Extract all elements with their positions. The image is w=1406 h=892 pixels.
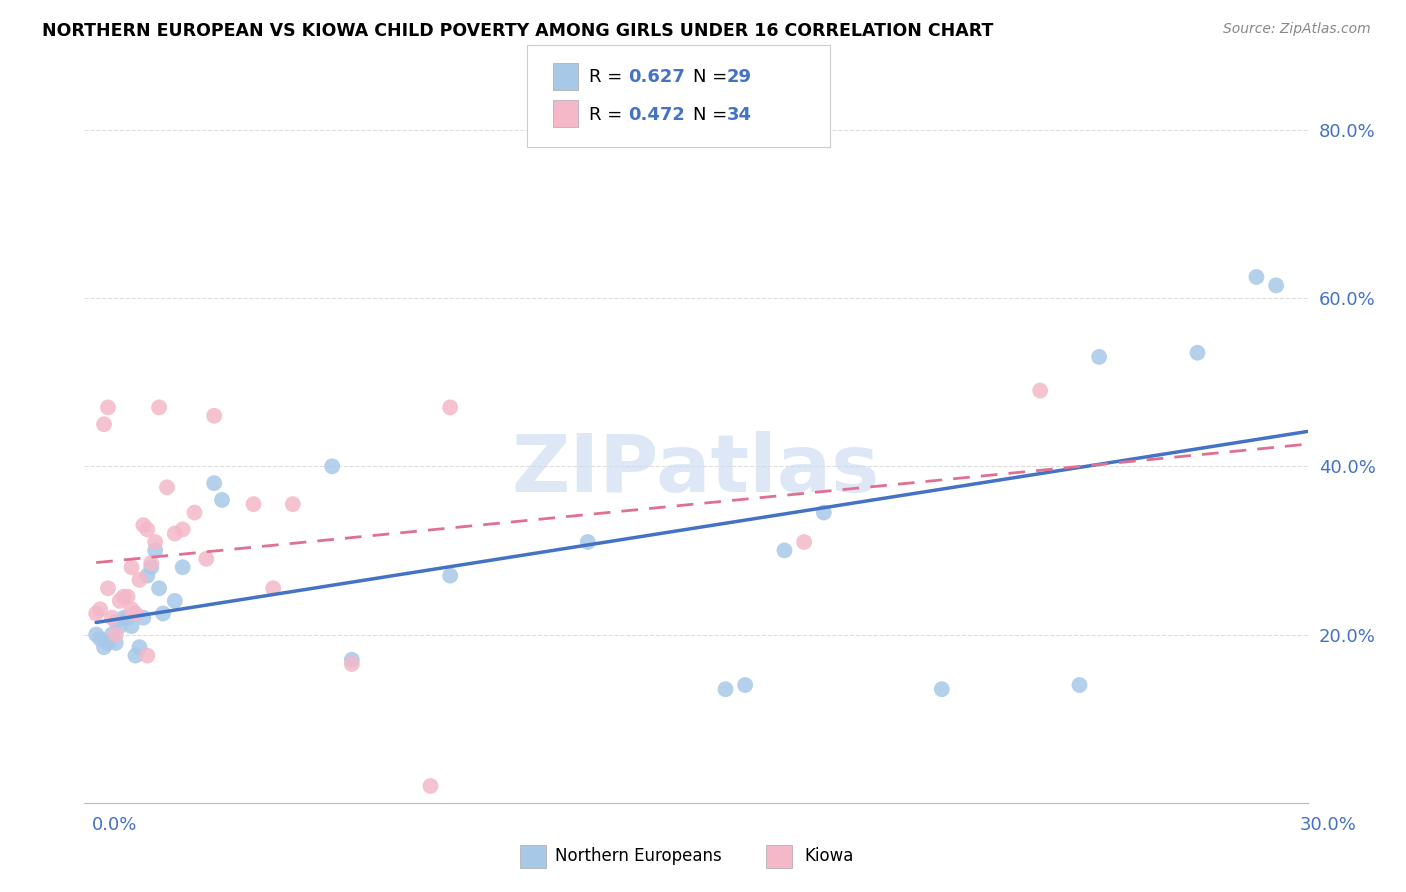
Point xyxy=(242,497,264,511)
Point xyxy=(1029,384,1052,398)
Point xyxy=(132,518,155,533)
Point xyxy=(121,560,143,574)
Point xyxy=(793,535,815,549)
Point xyxy=(211,492,233,507)
Point xyxy=(132,610,155,624)
Point xyxy=(340,657,363,671)
Point xyxy=(128,640,150,655)
Text: R =: R = xyxy=(589,69,628,87)
Point xyxy=(143,543,166,558)
Point xyxy=(340,653,363,667)
Text: 34: 34 xyxy=(727,105,752,123)
Text: ZIPatlas: ZIPatlas xyxy=(512,431,880,508)
Text: 0.0%: 0.0% xyxy=(91,816,136,834)
Point xyxy=(124,648,146,663)
Point xyxy=(172,560,194,574)
Point xyxy=(97,636,120,650)
Point xyxy=(121,619,143,633)
Point xyxy=(202,409,225,423)
Point xyxy=(148,401,170,415)
Point xyxy=(143,535,166,549)
Point xyxy=(141,556,163,570)
Point xyxy=(108,619,131,633)
Point xyxy=(93,640,115,655)
Point xyxy=(101,610,124,624)
Point xyxy=(108,594,131,608)
Point xyxy=(1069,678,1091,692)
Text: NORTHERN EUROPEAN VS KIOWA CHILD POVERTY AMONG GIRLS UNDER 16 CORRELATION CHART: NORTHERN EUROPEAN VS KIOWA CHILD POVERTY… xyxy=(42,22,994,40)
Point xyxy=(813,506,835,520)
Point xyxy=(152,607,174,621)
Point xyxy=(183,506,205,520)
Point xyxy=(117,590,139,604)
Text: 29: 29 xyxy=(727,69,752,87)
Point xyxy=(576,535,599,549)
Point xyxy=(1187,345,1209,359)
Point xyxy=(148,581,170,595)
Text: Kiowa: Kiowa xyxy=(804,847,853,865)
Point xyxy=(101,627,124,641)
Point xyxy=(714,682,737,697)
Point xyxy=(89,602,111,616)
Point xyxy=(117,610,139,624)
Text: Source: ZipAtlas.com: Source: ZipAtlas.com xyxy=(1223,22,1371,37)
Point xyxy=(439,401,461,415)
Point xyxy=(84,607,107,621)
Point xyxy=(136,568,159,582)
Point xyxy=(1088,350,1111,364)
Point xyxy=(419,779,441,793)
Point xyxy=(195,551,218,566)
Point xyxy=(172,522,194,536)
Text: 0.472: 0.472 xyxy=(628,105,685,123)
Point xyxy=(84,627,107,641)
Text: 0.627: 0.627 xyxy=(628,69,685,87)
Point xyxy=(124,607,146,621)
Text: N =: N = xyxy=(693,69,733,87)
Text: R =: R = xyxy=(589,105,628,123)
Point xyxy=(1246,270,1268,285)
Point xyxy=(439,568,461,582)
Point xyxy=(104,627,127,641)
Point xyxy=(262,581,284,595)
Point xyxy=(163,526,186,541)
Point xyxy=(128,573,150,587)
Point xyxy=(141,560,163,574)
Point xyxy=(202,476,225,491)
Point xyxy=(773,543,796,558)
Point xyxy=(321,459,343,474)
Text: Northern Europeans: Northern Europeans xyxy=(555,847,723,865)
Point xyxy=(281,497,304,511)
Point xyxy=(104,636,127,650)
Point xyxy=(734,678,756,692)
Point xyxy=(104,615,127,629)
Point xyxy=(97,401,120,415)
Text: 30.0%: 30.0% xyxy=(1301,816,1357,834)
Point xyxy=(112,590,135,604)
Point xyxy=(97,581,120,595)
Point xyxy=(156,480,179,494)
Text: N =: N = xyxy=(693,105,733,123)
Point xyxy=(112,610,135,624)
Point xyxy=(89,632,111,646)
Point xyxy=(931,682,953,697)
Point xyxy=(93,417,115,432)
Point xyxy=(163,594,186,608)
Point xyxy=(136,522,159,536)
Point xyxy=(121,602,143,616)
Point xyxy=(1265,278,1288,293)
Point xyxy=(136,648,159,663)
